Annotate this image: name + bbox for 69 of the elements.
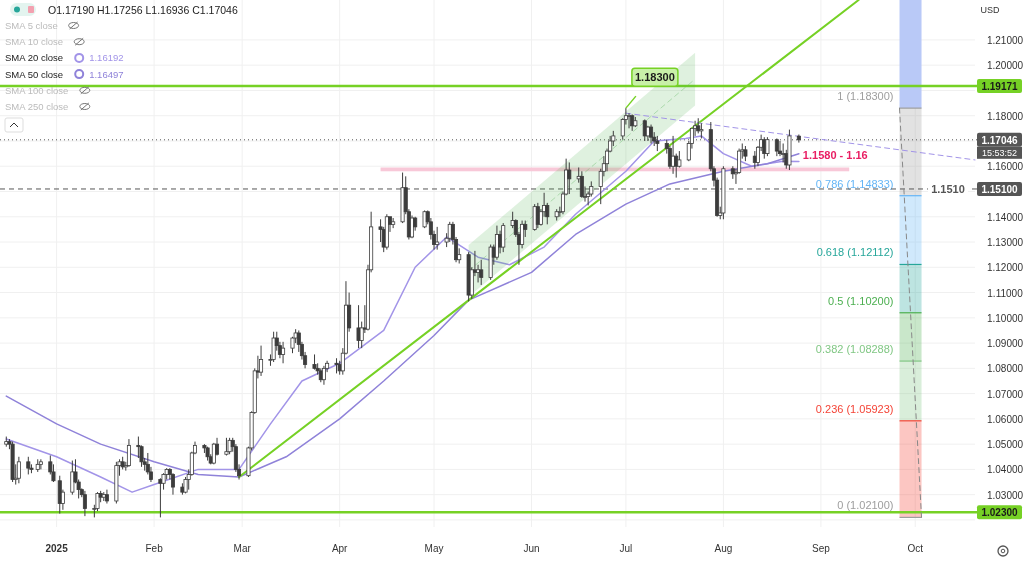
candlestick — [781, 143, 786, 163]
x-tick-label: Aug — [714, 543, 733, 554]
y-tick-label: 1.04000 — [986, 464, 1024, 476]
y-tick-label: 1.03000 — [986, 489, 1024, 501]
candlestick — [259, 345, 264, 377]
annotation: 1.1510 — [931, 182, 965, 195]
x-tick-label: Feb — [145, 543, 164, 554]
legend-label: SMA 20 close — [5, 52, 64, 64]
candlestick — [271, 331, 276, 363]
y-tick-label: 1.11000 — [987, 287, 1024, 299]
annotation: SMA 250 close — [5, 101, 69, 112]
candlestick — [435, 226, 440, 251]
y-tick-label: 1.13000 — [986, 237, 1024, 249]
y-tick-label: 1.08000 — [986, 363, 1024, 375]
legend-label: SMA 50 close — [5, 68, 64, 80]
candlestick — [765, 136, 770, 157]
ref-line-label: 0.5 (1.10200) — [828, 294, 894, 307]
x-tick-label: Mar — [233, 543, 252, 554]
candlestick — [501, 222, 506, 253]
x-tick-label: 2025 — [45, 543, 69, 554]
ref-line-label: 0 (1.02100) — [837, 499, 894, 512]
y-tick-label: 1.10000 — [986, 312, 1024, 324]
candlestick — [391, 217, 396, 229]
ref-line-label: 0.236 (1.05923) — [815, 402, 894, 415]
candlestick — [479, 259, 484, 286]
band-label: 1.1580 - 1.16 — [802, 149, 868, 162]
y-tick-label: 1.06000 — [986, 413, 1024, 425]
candlestick — [126, 438, 131, 468]
annotation: SMA 10 close — [5, 36, 64, 48]
ref-line-label: 1.19171 — [981, 81, 1019, 93]
candlestick — [170, 472, 175, 496]
x-tick-label: Apr — [331, 543, 349, 554]
y-tick-label: 1.12000 — [986, 262, 1024, 274]
y-tick-label: 1.05000 — [986, 439, 1024, 451]
candlestick — [796, 134, 801, 144]
y-tick-label: 1.09000 — [986, 338, 1024, 350]
candlestick — [579, 170, 584, 199]
annotation: 1.16192 — [89, 52, 124, 64]
ref-line-label: 1.17046 — [981, 134, 1019, 146]
ref-line-label: 1.15100 — [981, 183, 1019, 195]
y-tick-label: 1.07000 — [986, 388, 1024, 400]
annotation: 1.16497 — [89, 68, 124, 80]
ref-line-label: 0.382 (1.08288) — [815, 343, 894, 356]
candlestick — [532, 203, 537, 232]
y-tick-label: 1.20000 — [986, 60, 1024, 72]
y-tick-label: 1.21000 — [986, 34, 1024, 46]
candlestick — [82, 490, 87, 517]
ref-line-label: 1.02300 — [981, 507, 1019, 519]
x-tick-label: Oct — [907, 543, 924, 554]
x-tick-label: Sep — [811, 543, 831, 554]
candlestick — [627, 112, 632, 129]
annotation: 1.18300 — [635, 71, 675, 84]
candlestick — [38, 458, 43, 470]
text: USD — [980, 5, 1000, 15]
y-tick-label: 1.18000 — [986, 110, 1024, 122]
text: 15:53:52 — [981, 147, 1018, 158]
x-tick-label: Jul — [619, 543, 633, 554]
candlestick — [567, 161, 572, 195]
ref-line-label: 1 (1.18300) — [837, 90, 894, 103]
ref-line-label: 0.786 (1.14833) — [815, 177, 894, 190]
annotation: SMA 5 close — [5, 20, 58, 31]
x-tick-label: May — [424, 543, 444, 554]
x-tick-label: Jun — [523, 543, 540, 554]
y-tick-label: 1.14000 — [986, 211, 1024, 223]
annotation: O1.17190 H1.17256 L1.16936 C1.17046 — [48, 4, 238, 16]
y-tick-label: 1.16000 — [986, 161, 1024, 173]
annotation: SMA 100 close — [5, 84, 69, 96]
ref-line-label: 0.618 (1.12112) — [816, 246, 894, 259]
candlestick — [674, 153, 679, 179]
